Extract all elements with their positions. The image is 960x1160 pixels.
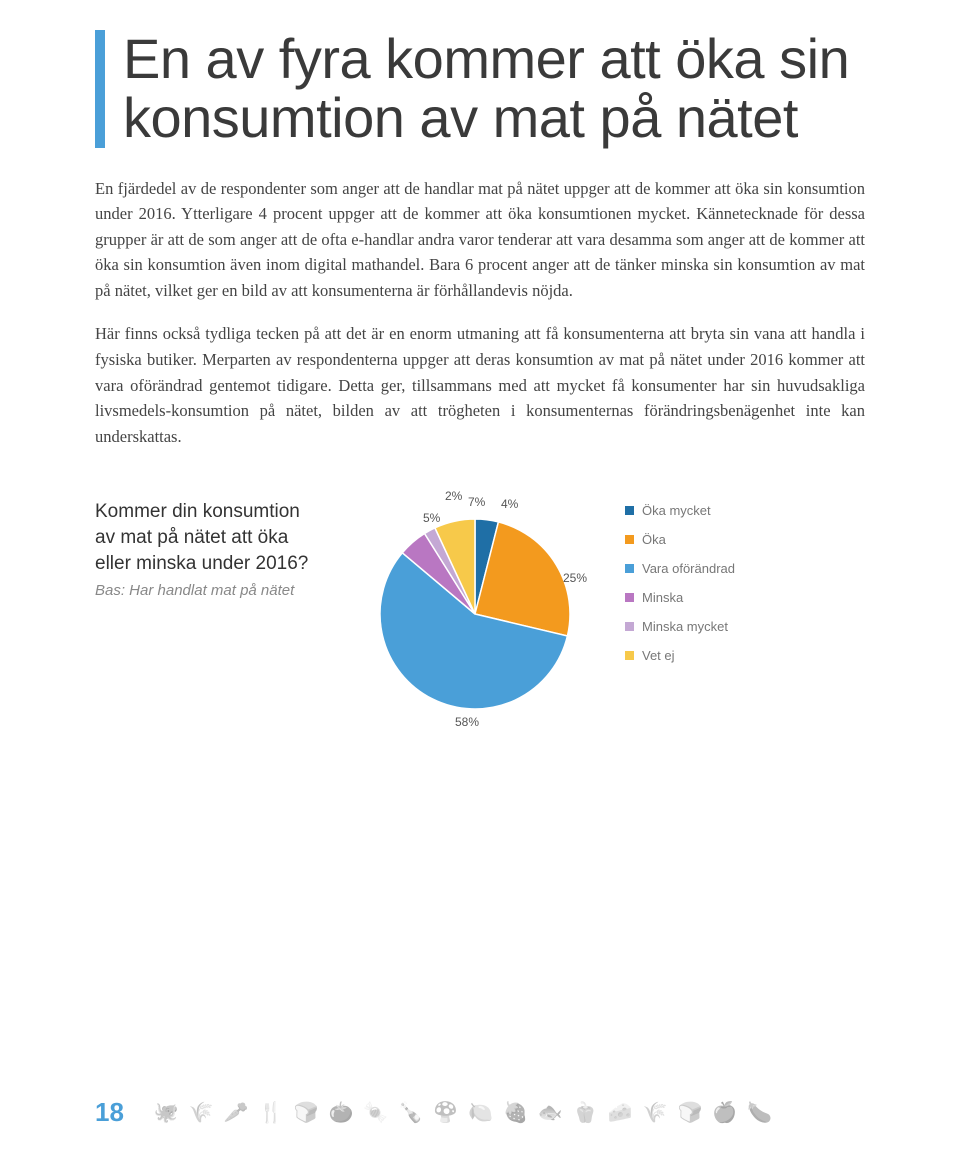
footer-icon: 🐟 <box>538 1100 563 1125</box>
footer-icon: 🍎 <box>712 1100 737 1125</box>
footer-icon: 🍬 <box>363 1100 388 1125</box>
footer-icon: 🍾 <box>398 1100 423 1125</box>
legend-item: Vara oförändrad <box>625 561 795 576</box>
legend-item: Öka mycket <box>625 503 795 518</box>
footer-icon: 🍴 <box>259 1100 284 1125</box>
pie-slice-label: 25% <box>563 571 587 585</box>
chart-question: Kommer din konsumtion av mat på nätet at… <box>95 499 325 576</box>
page-footer: 18 🐙 🌾 🥕 🍴 🍞 🍅 🍬 🍾 🍄 🍋 🍓 🐟 🫑 🧀 🌾 🍞 🍎 🍆 <box>0 1097 960 1128</box>
legend-label: Minska <box>642 590 683 605</box>
legend-item: Minska <box>625 590 795 605</box>
legend-item: Öka <box>625 532 795 547</box>
footer-icon: 🍋 <box>468 1100 493 1125</box>
accent-bar <box>95 30 105 148</box>
pie-legend: Öka mycket Öka Vara oförändrad Minska Minska… <box>625 499 795 677</box>
chart-section: Kommer din konsumtion av mat på nätet at… <box>95 499 865 729</box>
pie-chart: 4%25%58%5%2%7% <box>345 499 605 729</box>
legend-swatch <box>625 622 634 631</box>
footer-icon: 🍆 <box>747 1100 772 1125</box>
legend-label: Öka mycket <box>642 503 711 518</box>
footer-icon: 🫑 <box>573 1100 598 1125</box>
pie-slice-label: 7% <box>468 495 485 509</box>
footer-icon: 🍓 <box>503 1100 528 1125</box>
footer-icon: 🥕 <box>224 1100 249 1125</box>
pie-slice-label: 5% <box>423 511 440 525</box>
pie-slice-label: 4% <box>501 497 518 511</box>
footer-icon: 🌾 <box>643 1100 668 1125</box>
legend-swatch <box>625 535 634 544</box>
paragraph-2: Här finns också tydliga tecken på att de… <box>95 321 865 449</box>
legend-label: Vet ej <box>642 648 675 663</box>
footer-icon: 🍞 <box>678 1100 703 1125</box>
legend-label: Minska mycket <box>642 619 728 634</box>
page-number: 18 <box>95 1097 124 1128</box>
footer-icon: 🧀 <box>608 1100 633 1125</box>
heading-block: En av fyra kommer att öka sin konsumtion… <box>95 30 865 148</box>
pie-slice-label: 2% <box>445 489 462 503</box>
footer-icon: 🍄 <box>433 1100 458 1125</box>
legend-swatch <box>625 593 634 602</box>
pie-slice-label: 58% <box>455 715 479 729</box>
legend-item: Vet ej <box>625 648 795 663</box>
legend-swatch <box>625 564 634 573</box>
legend-swatch <box>625 651 634 660</box>
footer-icon: 🍅 <box>328 1100 353 1125</box>
footer-icon-row: 🐙 🌾 🥕 🍴 🍞 🍅 🍬 🍾 🍄 🍋 🍓 🐟 🫑 🧀 🌾 🍞 🍎 🍆 <box>154 1100 772 1125</box>
body-text: En fjärdedel av de respondenter som ange… <box>95 176 865 450</box>
footer-icon: 🍞 <box>294 1100 319 1125</box>
legend-label: Vara oförändrad <box>642 561 735 576</box>
chart-question-block: Kommer din konsumtion av mat på nätet at… <box>95 499 325 599</box>
footer-icon: 🌾 <box>189 1100 214 1125</box>
legend-item: Minska mycket <box>625 619 795 634</box>
paragraph-1: En fjärdedel av de respondenter som ange… <box>95 176 865 304</box>
legend-swatch <box>625 506 634 515</box>
chart-subtitle: Bas: Har handlat mat på nätet <box>95 582 325 599</box>
footer-icon: 🐙 <box>154 1100 179 1125</box>
page-title: En av fyra kommer att öka sin konsumtion… <box>123 30 865 148</box>
legend-label: Öka <box>642 532 666 547</box>
